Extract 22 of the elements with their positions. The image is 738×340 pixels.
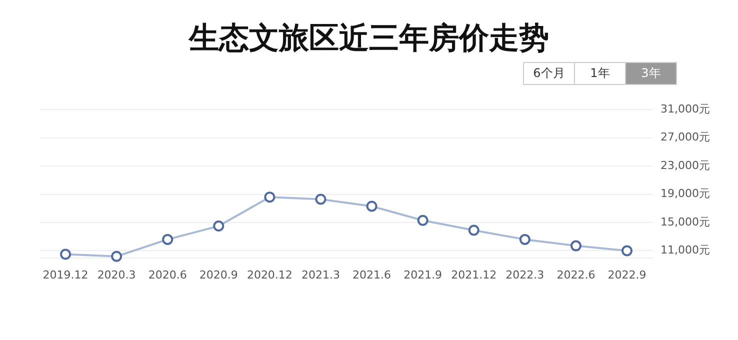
x-tick-label: 2020.12	[246, 268, 292, 282]
y-tick-label: 23,000元	[660, 158, 710, 172]
text: 3年	[625, 63, 676, 84]
x-tick-label: 2022.6	[556, 268, 596, 282]
text: 6个月	[524, 63, 574, 84]
x-tick-label: 2022.9	[608, 268, 646, 282]
x-tick-label: 2020.9	[199, 268, 238, 282]
x-tick-label: 2021.12	[451, 268, 497, 282]
y-tick-label: 27,000元	[660, 130, 710, 144]
x-tick-label: 2020.6	[148, 268, 187, 282]
chart-title: 生态文旅区近三年房价走势	[187, 20, 550, 58]
x-tick-label: 2021.3	[301, 268, 340, 282]
y-tick-label: 19,000元	[660, 187, 710, 200]
x-tick-label: 2020.3	[97, 268, 136, 282]
y-tick-label: 15,000元	[660, 215, 710, 228]
x-tick-label: 2021.6	[352, 268, 392, 282]
x-tick-label: 2021.9	[404, 268, 442, 282]
y-tick-label: 11,000元	[660, 244, 710, 257]
x-tick-label: 2022.3	[506, 268, 544, 282]
text: 1年	[574, 63, 625, 84]
y-tick-label: 31,000元	[660, 102, 710, 116]
x-tick-label: 2019.12	[42, 268, 88, 282]
